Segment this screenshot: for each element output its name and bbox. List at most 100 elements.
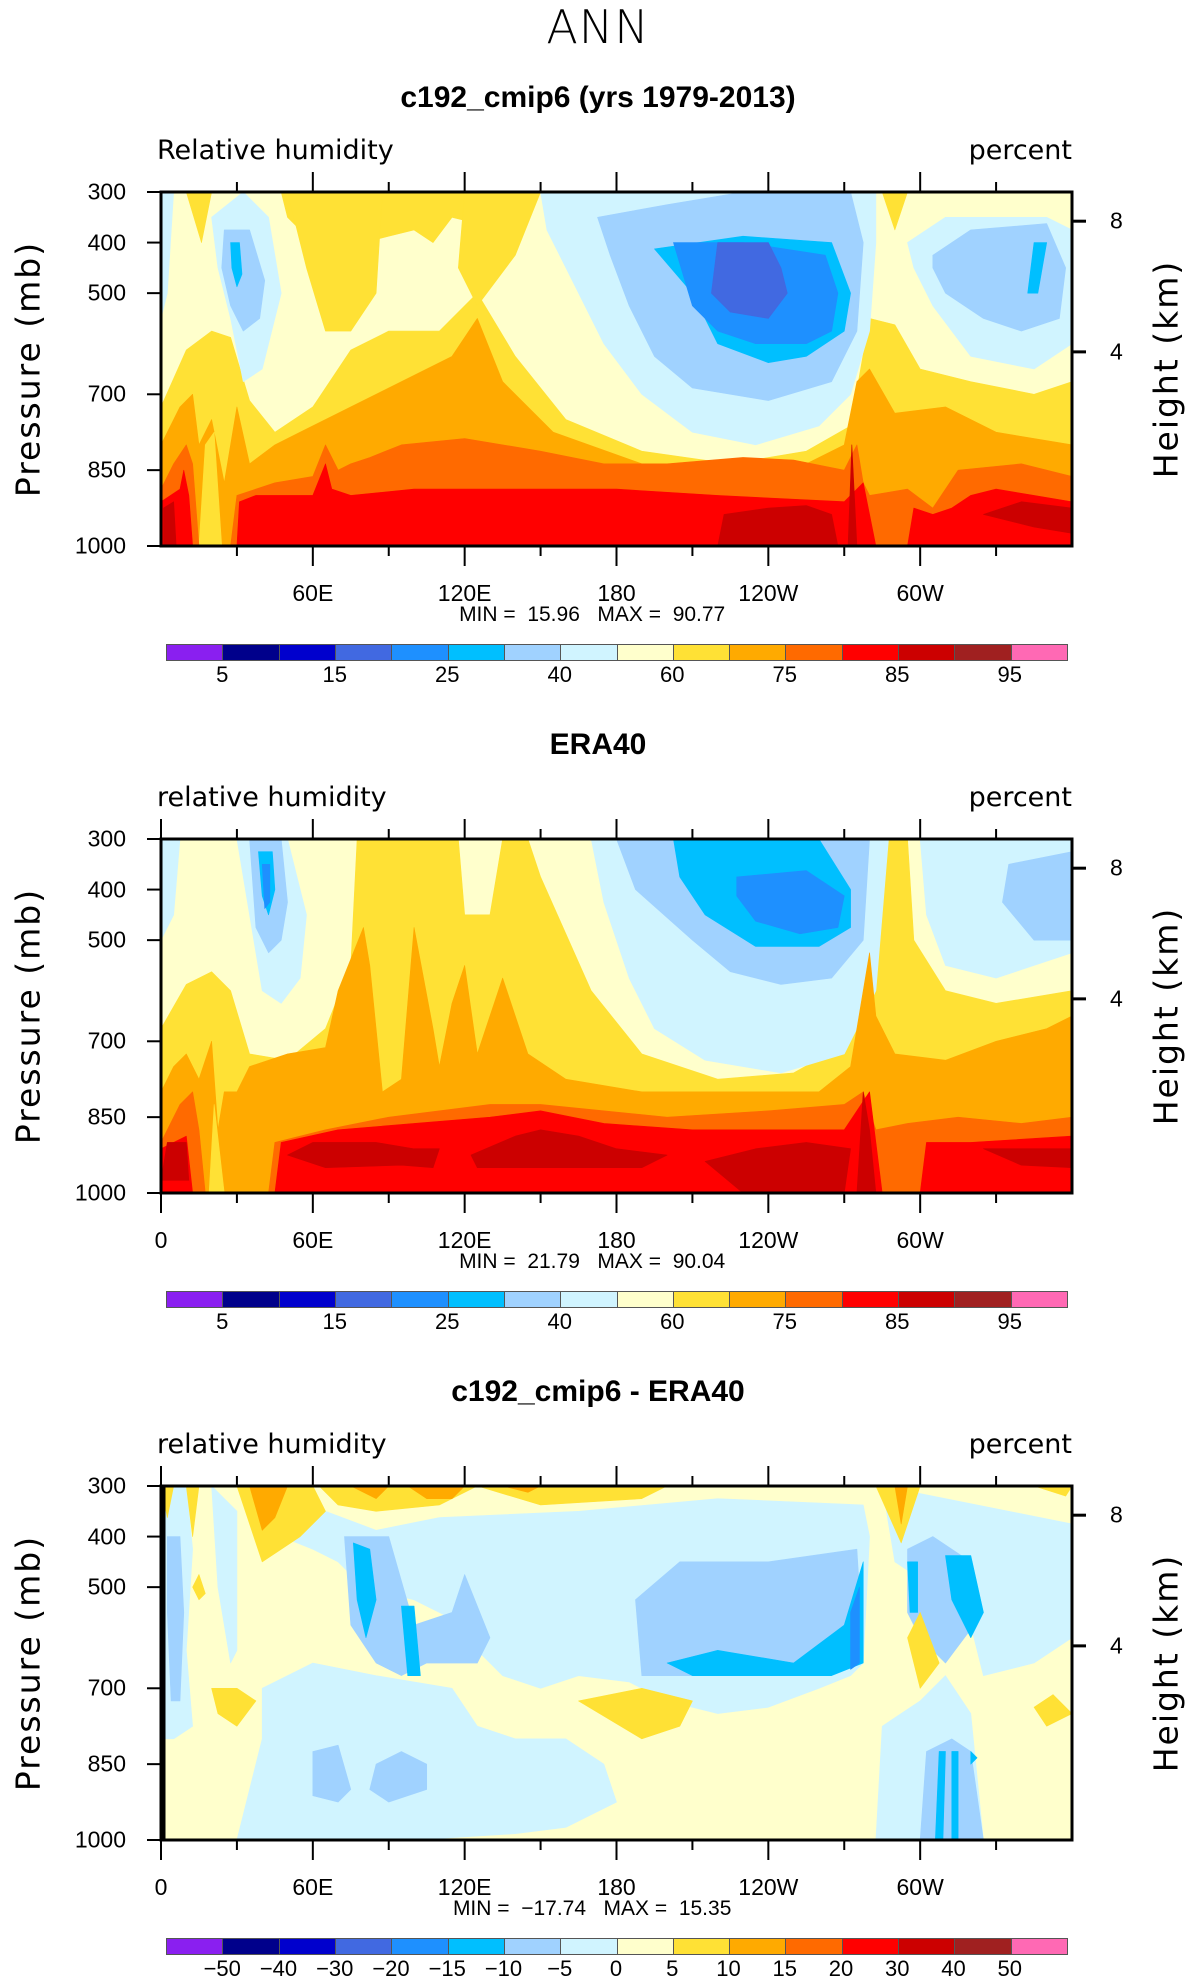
colorbar-label: 15 [772, 1956, 797, 1981]
x-tick-label: 60W [896, 1874, 944, 1900]
contour-plot [147, 1466, 1086, 1860]
colorbar-swatch [1011, 645, 1067, 660]
colorbar-swatch [842, 645, 900, 660]
contour-region [945, 1555, 984, 1639]
panel-title: c192_cmip6 (yrs 1979-2013) [400, 81, 796, 114]
contour-region [932, 223, 1066, 332]
colorbar-label: 5 [216, 1309, 229, 1334]
colorbar-label: −10 [484, 1956, 523, 1981]
min-max-line: MIN = 21.79 MAX = 90.04 [0, 1250, 1196, 1274]
colorbar-swatch [730, 645, 787, 660]
x-tick-label: 60E [292, 1874, 334, 1900]
colorbar-swatch [617, 1939, 674, 1954]
colorbar-label: −40 [259, 1956, 298, 1981]
y-axis-title: Pressure (mb) [8, 240, 48, 498]
colorbar-swatch [279, 1939, 336, 1954]
contour-region [907, 1612, 940, 1689]
colorbar-swatch [786, 1292, 843, 1307]
colorbar-label: 60 [660, 662, 685, 687]
units-label: percent [968, 1429, 1072, 1460]
colorbar-label: 5 [216, 662, 229, 687]
right-y-tick-label: 4 [1110, 338, 1123, 365]
contour-region [1027, 242, 1048, 294]
contour-region [163, 501, 177, 547]
colorbar-swatch [223, 1939, 280, 1954]
x-tick-label: 60W [896, 1227, 944, 1253]
colorbar-swatch [955, 1292, 1012, 1307]
y-tick-label: 850 [87, 1103, 126, 1130]
contour-plot [147, 819, 1086, 1213]
colorbar-label: −15 [428, 1956, 466, 1981]
contour-region [850, 1586, 860, 1670]
y-tick-label: 500 [87, 926, 126, 953]
colorbar-label: 25 [435, 1309, 460, 1334]
colorbar-swatch [899, 645, 956, 660]
contour-region [160, 1142, 190, 1181]
colorbar-swatch [955, 1939, 1012, 1954]
y-tick-label: 850 [87, 1750, 126, 1777]
colorbar-swatch [617, 645, 674, 660]
x-tick-label: 60W [896, 580, 944, 606]
colorbar-swatch [167, 1939, 224, 1954]
max-label: MAX = [597, 1250, 662, 1273]
colorbar-label: 40 [547, 1309, 572, 1334]
x-tick-label: 120W [738, 580, 799, 606]
y-tick-label: 1000 [74, 1179, 126, 1206]
colorbar-label: 10 [716, 1956, 741, 1981]
colorbar-swatch [561, 1292, 618, 1307]
colorbar-label: 40 [941, 1956, 966, 1981]
contour-region [211, 1687, 257, 1727]
x-tick-label: 120E [437, 580, 492, 606]
colorbar-swatch [561, 645, 618, 660]
max-value: 15.35 [678, 1897, 732, 1920]
colorbar-label: 95 [997, 662, 1022, 687]
variable-label: relative humidity [157, 782, 387, 813]
x-tick-label: 60E [292, 1227, 334, 1253]
colorbar-label: 95 [997, 1309, 1022, 1334]
colorbar-swatch [786, 645, 843, 660]
contour-region [666, 1561, 864, 1676]
colorbar-swatch [167, 645, 224, 660]
panel-title: ERA40 [549, 728, 647, 761]
colorbar-swatch [504, 645, 562, 660]
colorbar-label: −20 [372, 1956, 410, 1981]
x-tick-label: 120W [738, 1874, 799, 1900]
contour-region [230, 242, 243, 288]
min-label: MIN = [459, 603, 516, 626]
colorbar-swatch [786, 1939, 843, 1954]
y-tick-label: 700 [87, 1674, 126, 1701]
colorbar-swatch [335, 1292, 393, 1307]
contour-region [907, 1561, 918, 1613]
contour-region [236, 463, 877, 547]
units-label: percent [968, 782, 1072, 813]
panel-title: c192_cmip6 - ERA40 [451, 1375, 745, 1408]
y-tick-label: 700 [87, 1027, 126, 1054]
colorbar-label: 75 [772, 662, 797, 687]
colorbar-swatch [392, 645, 449, 660]
colorbar-swatch [223, 1292, 280, 1307]
min-value: 21.79 [527, 1250, 580, 1273]
max-label: MAX = [597, 603, 662, 626]
colorbar-swatch [335, 645, 393, 660]
colorbar-swatch [673, 1292, 731, 1307]
colorbar-swatch [1011, 1939, 1067, 1954]
y-tick-label: 400 [87, 229, 126, 256]
x-tick-label: 180 [597, 580, 636, 606]
x-tick-label: 0 [154, 1227, 168, 1253]
colorbar [166, 644, 1068, 661]
contour-region [1002, 851, 1073, 941]
contour-region [951, 1751, 959, 1841]
colorbar-label: 50 [997, 1956, 1022, 1981]
x-tick-label: 60E [292, 580, 334, 606]
colorbar-label: 85 [885, 1309, 910, 1334]
colorbar-label: 15 [322, 662, 347, 687]
colorbar-swatch [842, 1292, 900, 1307]
x-tick-label: 180 [597, 1874, 636, 1900]
x-tick-label: 120E [437, 1227, 492, 1253]
contour-region [261, 863, 271, 909]
contour-region [211, 1485, 238, 1664]
contour-region [369, 1751, 428, 1803]
y-tick-label: 850 [87, 456, 126, 483]
contour-region [287, 1142, 440, 1169]
contour-region [167, 1536, 185, 1702]
